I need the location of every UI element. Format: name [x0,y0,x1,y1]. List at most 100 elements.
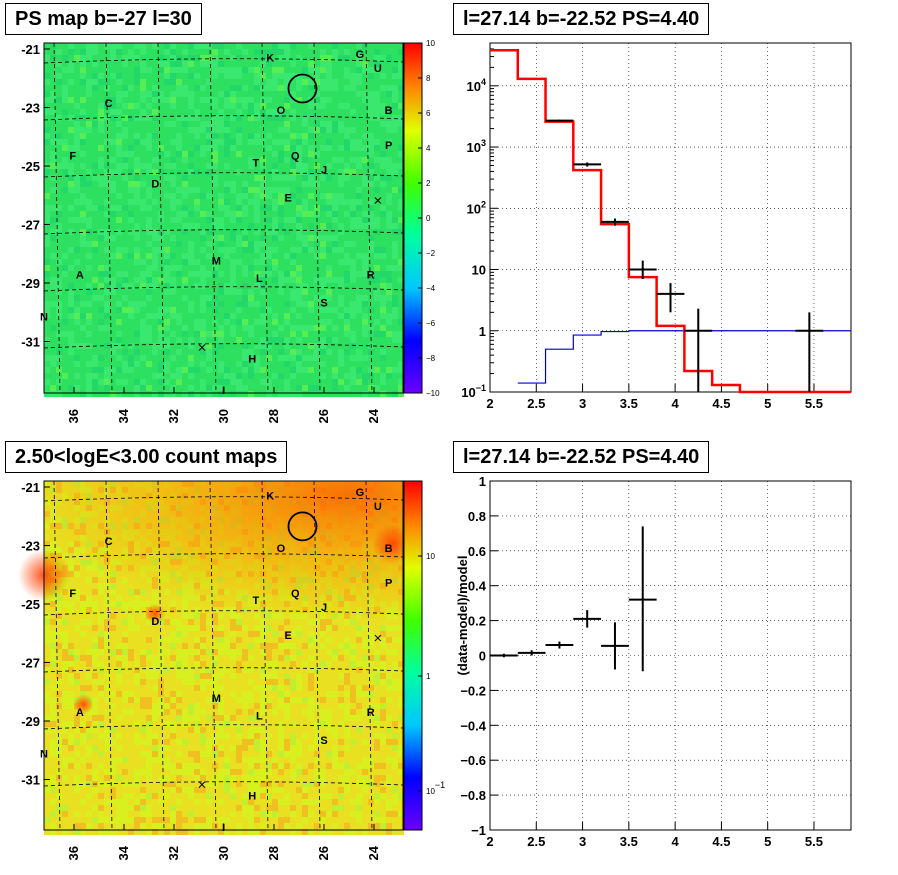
source-label-N: N [40,312,48,324]
data-point [545,119,574,122]
cross-marker [198,781,206,788]
x-tick-label: 4 [672,396,680,411]
source-label-G: G [356,49,365,61]
cross-marker [374,197,382,204]
x-tick-label: 3 [579,396,586,411]
x-tick-label: 5.5 [805,396,823,411]
x-tick-label: 30 [216,409,231,423]
source-label-S: S [320,735,327,747]
x-tick-label: 36 [66,409,81,423]
count-map-panel: KGUCOBPFTQJDEMALRSNHI36343230282624-21-2… [18,480,445,860]
source-label-G: G [356,487,365,499]
x-tick-label: 3 [579,834,586,849]
colorbar-tick-label: 1 [426,672,431,681]
x-tick-label: 24 [366,408,381,423]
latitude-line [43,229,404,235]
y-tick-label: -31 [21,773,40,788]
source-label-L: L [256,273,263,285]
colorbar-tick-label: 2 [426,179,431,188]
source-label-H: H [248,791,256,803]
colorbar-tick-label: 0 [426,214,431,223]
source-label-Q: Q [291,588,300,600]
latitude-line [43,496,404,502]
source-label-O: O [277,105,286,117]
x-tick-label: 4.5 [712,834,730,849]
x-tick-label: 32 [166,846,181,860]
x-tick-label: 24 [366,845,381,860]
y-tick-label: −0.8 [460,788,486,803]
longitude-line [157,480,165,831]
source-label-S: S [320,298,327,310]
x-tick-label: 2 [486,396,493,411]
x-tick-label: 26 [316,846,331,860]
count-map-hot-spot [73,694,94,715]
y-tick-label: -31 [21,335,40,350]
y-tick-label: 10 [472,263,486,278]
y-tick-label: -21 [21,42,40,57]
longitude-line [313,480,321,831]
count-map-hot-spot [372,523,413,564]
y-tick-label: −0.2 [460,683,486,698]
y-tick-label: -29 [21,714,40,729]
source-label-Q: Q [291,151,300,163]
ps-map-panel: KGUCOBPFTQJDEMALRSNHI36343230282624-21-2… [21,39,440,423]
colorbar-tick-label: −4 [426,284,436,293]
data-point [573,610,602,628]
colorbar-tick-label: 10 [426,552,435,561]
source-label-A: A [76,707,84,719]
x-tick-label: 3.5 [620,834,638,849]
source-label-B: B [385,105,393,117]
source-label-D: D [151,616,159,628]
colorbar-tick-label: −2 [426,249,436,258]
y-tick-label: -23 [21,101,40,116]
source-label-C: C [105,536,113,548]
longitude-line [365,42,373,394]
source-label-M: M [212,256,221,268]
source-label-U: U [374,63,382,75]
x-tick-label: 4 [672,834,680,849]
x-tick-label: 30 [216,846,231,860]
y-tick-label: 102 [467,199,486,216]
y-tick-label: -25 [21,597,40,612]
source-label-J: J [321,602,327,614]
longitude-line [53,42,61,394]
source-label-P: P [385,140,392,152]
y-tick-label: 1 [479,474,486,489]
y-tick-label: 10−1 [461,383,486,400]
latitude-line [43,172,404,178]
longitude-line [157,42,165,394]
latitude-line [43,667,404,673]
colorbar-tick-label: −10 [426,389,440,398]
count-map-colorbar [403,480,423,831]
longitude-line [261,480,269,831]
latitude-line [43,343,404,349]
x-tick-label: 2.5 [527,396,545,411]
x-tick-label: 26 [316,409,331,423]
residual-panel: 2 2.5 3 3.5 4 4.5 5 5.5 1 0.8 0.6 0.4 0.2 0 −0.2 −0.4 −0… [455,474,852,849]
longitude-line [105,42,113,394]
colorbar-tick-label: 10−1 [426,780,445,796]
y-tick-label: -27 [21,218,40,233]
source-label-E: E [284,193,291,205]
y-tick-label: -27 [21,656,40,671]
x-tick-label: 36 [66,846,81,860]
x-tick-label: 28 [266,846,281,860]
source-label-K: K [266,53,274,65]
longitude-line [313,42,321,394]
data-point [628,526,657,672]
colorbar-tick-label: −8 [426,354,436,363]
source-label-L: L [256,710,263,722]
y-tick-label: -23 [21,539,40,554]
colorbar-tick-label: 10 [426,39,435,48]
y-tick-label: 1 [479,324,486,339]
source-label-F: F [69,588,76,600]
latitude-line [43,553,404,559]
longitude-line [53,480,61,831]
longitude-line [209,42,217,394]
y-tick-label: -21 [21,480,40,495]
source-label-A: A [76,270,84,282]
source-label-J: J [321,165,327,177]
residual-grid [490,481,851,830]
longitude-line [209,480,217,831]
